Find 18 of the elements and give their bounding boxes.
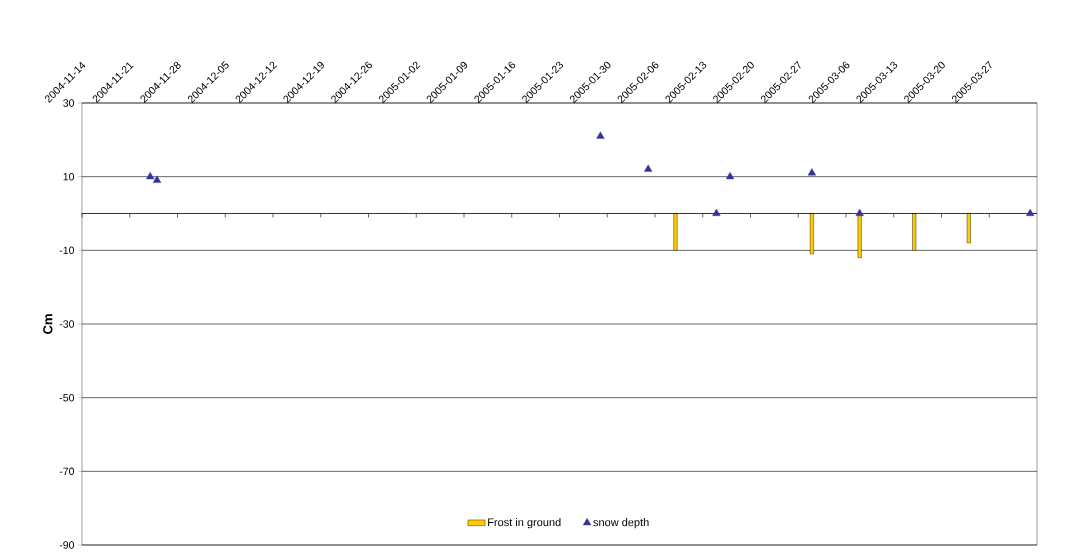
point: [712, 208, 721, 216]
point: [146, 171, 155, 180]
y-axis-title: Cm: [43, 314, 53, 334]
y-tick-label: -50: [59, 393, 75, 402]
point: [725, 171, 735, 180]
legend-label: snow depth: [593, 518, 649, 529]
point: [152, 175, 162, 183]
y-tick-label: -90: [59, 541, 75, 549]
legend-label: Frost in ground: [488, 518, 561, 529]
point: [1026, 208, 1035, 216]
y-tick-label: 10: [63, 172, 75, 181]
y-tick-label: -70: [59, 467, 75, 476]
point: [644, 164, 653, 172]
point: [855, 208, 864, 216]
point: [596, 131, 605, 139]
y-tick-label: -30: [59, 320, 75, 328]
y-tick-label: -10: [59, 246, 75, 255]
point: [807, 168, 816, 176]
